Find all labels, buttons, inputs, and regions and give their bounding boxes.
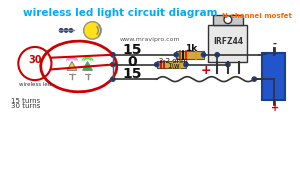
Text: +: +	[271, 103, 279, 113]
Circle shape	[252, 77, 256, 81]
Circle shape	[84, 22, 101, 39]
Text: wireless led: wireless led	[19, 82, 51, 88]
Text: 15: 15	[123, 67, 142, 81]
Bar	[213, 15, 242, 25]
Bar	[262, 53, 285, 100]
Text: 15: 15	[123, 43, 142, 57]
Circle shape	[201, 53, 206, 57]
Text: www.mravipro.com: www.mravipro.com	[120, 37, 180, 42]
Bar	[157, 61, 186, 68]
Circle shape	[59, 29, 63, 32]
Circle shape	[174, 53, 178, 57]
Circle shape	[184, 62, 188, 67]
Text: 1\w: 1\w	[167, 64, 180, 69]
Text: 15 turns: 15 turns	[11, 98, 40, 104]
Text: 2.2 ohm: 2.2 ohm	[159, 58, 188, 64]
Circle shape	[69, 29, 73, 32]
Circle shape	[154, 62, 159, 67]
Text: -: -	[273, 39, 277, 49]
Text: 0: 0	[128, 55, 137, 69]
Polygon shape	[83, 62, 92, 70]
Text: -: -	[261, 48, 266, 61]
Text: +: +	[200, 64, 211, 77]
Text: IRFZ44: IRFZ44	[213, 37, 243, 46]
Bar	[176, 51, 203, 59]
Bar	[208, 25, 247, 62]
Text: wireless led light circuit diagram: wireless led light circuit diagram	[23, 8, 218, 18]
Circle shape	[224, 16, 232, 23]
Text: 1k: 1k	[185, 44, 197, 53]
Text: 30: 30	[28, 55, 42, 65]
Circle shape	[64, 29, 68, 32]
Text: 30 turns: 30 turns	[11, 103, 40, 110]
Circle shape	[226, 62, 230, 67]
Circle shape	[111, 77, 115, 81]
Circle shape	[215, 53, 219, 57]
Text: N-channel mosfet: N-channel mosfet	[222, 13, 292, 19]
Circle shape	[111, 62, 115, 67]
Polygon shape	[67, 62, 77, 70]
Circle shape	[111, 53, 115, 57]
